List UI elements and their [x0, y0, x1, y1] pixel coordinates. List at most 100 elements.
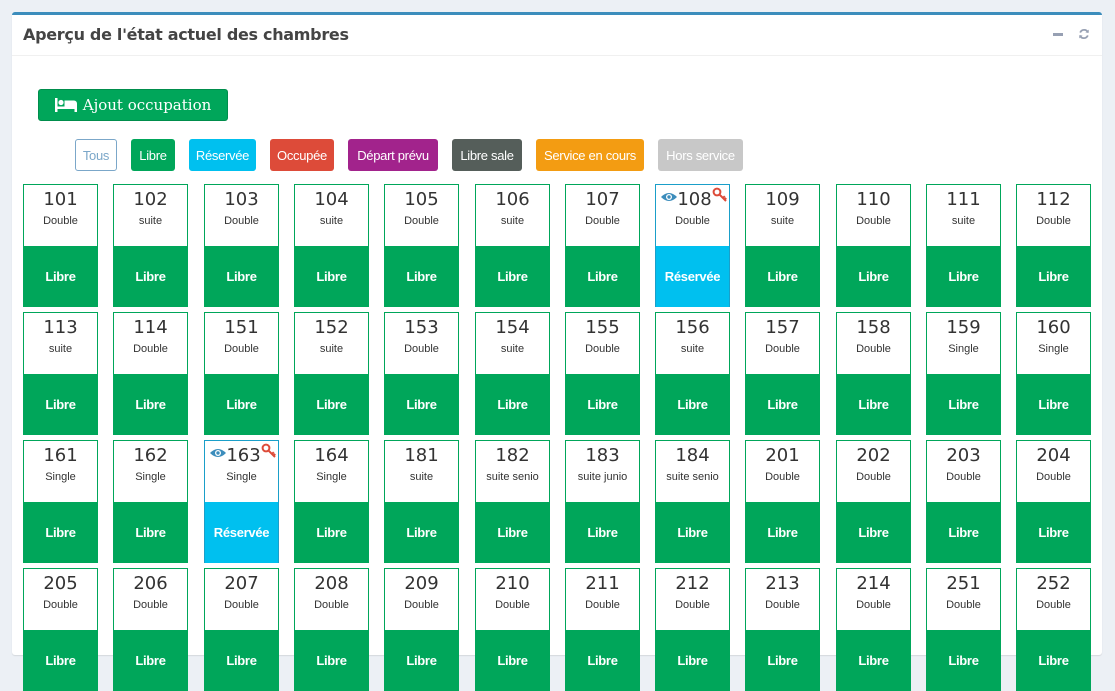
- room-card[interactable]: 155 Double Libre: [565, 312, 640, 435]
- room-card[interactable]: 211 Double Libre: [565, 568, 640, 691]
- room-card[interactable]: 251 Double Libre: [926, 568, 1001, 691]
- room-number: 114: [133, 317, 168, 338]
- room-type: Double: [404, 343, 439, 355]
- room-type: Single: [316, 471, 347, 483]
- room-number: 203: [946, 445, 981, 466]
- filter-tous-button[interactable]: Tous: [75, 139, 117, 171]
- filter-reservee-button[interactable]: Réservée: [189, 139, 256, 171]
- room-card[interactable]: 162 Single Libre: [113, 440, 188, 563]
- room-card[interactable]: 252 Double Libre: [1016, 568, 1091, 691]
- room-card[interactable]: 202 Double Libre: [836, 440, 911, 563]
- room-card[interactable]: 158 Double Libre: [836, 312, 911, 435]
- room-number: 104: [314, 189, 349, 210]
- room-card[interactable]: 210 Double Libre: [475, 568, 550, 691]
- eye-icon[interactable]: [209, 447, 227, 459]
- room-status: Libre: [24, 374, 97, 435]
- room-card[interactable]: 205 Double Libre: [23, 568, 98, 691]
- room-status: Libre: [295, 374, 368, 435]
- room-status: Libre: [1017, 630, 1090, 691]
- room-card[interactable]: 114 Double Libre: [113, 312, 188, 435]
- room-card[interactable]: 181 suite Libre: [384, 440, 459, 563]
- room-number: 107: [585, 189, 620, 210]
- panel-header: Aperçu de l'état actuel des chambres: [12, 15, 1102, 56]
- room-card[interactable]: 213 Double Libre: [745, 568, 820, 691]
- room-card[interactable]: 107 Double Libre: [565, 184, 640, 307]
- filter-occupee-button[interactable]: Occupée: [270, 139, 334, 171]
- room-card[interactable]: 184 suite senio Libre: [655, 440, 730, 563]
- room-type: Double: [133, 599, 168, 611]
- room-number: 109: [765, 189, 800, 210]
- filter-depart-button[interactable]: Départ prévu: [348, 139, 438, 171]
- room-card[interactable]: 207 Double Libre: [204, 568, 279, 691]
- room-card[interactable]: 109 suite Libre: [745, 184, 820, 307]
- room-card[interactable]: 151 Double Libre: [204, 312, 279, 435]
- room-card[interactable]: 153 Double Libre: [384, 312, 459, 435]
- room-type: suite: [500, 215, 525, 227]
- room-status: Libre: [746, 374, 819, 435]
- room-card[interactable]: 161 Single Libre: [23, 440, 98, 563]
- room-card[interactable]: 159 Single Libre: [926, 312, 1001, 435]
- room-card[interactable]: 111 suite Libre: [926, 184, 1001, 307]
- room-card[interactable]: 110 Double Libre: [836, 184, 911, 307]
- room-card[interactable]: 157 Double Libre: [745, 312, 820, 435]
- room-card[interactable]: 214 Double Libre: [836, 568, 911, 691]
- room-status: Libre: [927, 502, 1000, 563]
- room-status: Libre: [927, 374, 1000, 435]
- room-card[interactable]: 212 Double Libre: [655, 568, 730, 691]
- room-number: 105: [404, 189, 439, 210]
- room-card[interactable]: 209 Double Libre: [384, 568, 459, 691]
- room-type: Double: [1036, 215, 1071, 227]
- room-card[interactable]: 183 suite junio Libre: [565, 440, 640, 563]
- room-card[interactable]: 203 Double Libre: [926, 440, 1001, 563]
- room-card[interactable]: 204 Double Libre: [1016, 440, 1091, 563]
- room-type: suite: [138, 215, 163, 227]
- room-card[interactable]: 152 suite Libre: [294, 312, 369, 435]
- room-status: Libre: [746, 502, 819, 563]
- rooms-overview-panel: Aperçu de l'état actuel des chambres: [12, 12, 1102, 691]
- room-card[interactable]: 106 suite Libre: [475, 184, 550, 307]
- room-number: 183: [585, 445, 620, 466]
- room-card[interactable]: 160 Single Libre: [1016, 312, 1091, 435]
- room-card[interactable]: 206 Double Libre: [113, 568, 188, 691]
- room-card[interactable]: 108 Double Réservée: [655, 184, 730, 307]
- filter-libre_sale-button[interactable]: Libre sale: [452, 139, 522, 171]
- panel-title: Aperçu de l'état actuel des chambres: [23, 25, 349, 44]
- key-icon[interactable]: [261, 443, 277, 459]
- room-card[interactable]: 163 Single Réservée: [204, 440, 279, 563]
- filter-libre-button[interactable]: Libre: [131, 139, 175, 171]
- room-card[interactable]: 102 suite Libre: [113, 184, 188, 307]
- room-card[interactable]: 103 Double Libre: [204, 184, 279, 307]
- room-number: 113: [43, 317, 78, 338]
- room-type: Single: [948, 343, 979, 355]
- room-number: 214: [856, 573, 891, 594]
- room-card[interactable]: 105 Double Libre: [384, 184, 459, 307]
- room-type: suite: [500, 343, 525, 355]
- room-card[interactable]: 182 suite senio Libre: [475, 440, 550, 563]
- room-number: 102: [133, 189, 168, 210]
- room-type: Double: [675, 215, 710, 227]
- room-type: suite senio: [666, 471, 719, 483]
- room-card[interactable]: 112 Double Libre: [1016, 184, 1091, 307]
- room-status: Libre: [114, 246, 187, 307]
- room-type: suite: [409, 471, 434, 483]
- key-icon[interactable]: [712, 187, 728, 203]
- room-card[interactable]: 208 Double Libre: [294, 568, 369, 691]
- eye-icon[interactable]: [660, 191, 678, 203]
- room-card[interactable]: 156 suite Libre: [655, 312, 730, 435]
- room-card[interactable]: 113 suite Libre: [23, 312, 98, 435]
- collapse-button[interactable]: [1052, 27, 1064, 41]
- room-type: Double: [224, 343, 259, 355]
- room-number: 206: [133, 573, 168, 594]
- room-card[interactable]: 104 suite Libre: [294, 184, 369, 307]
- room-type: Single: [135, 471, 166, 483]
- room-card[interactable]: 101 Double Libre: [23, 184, 98, 307]
- room-card[interactable]: 154 suite Libre: [475, 312, 550, 435]
- refresh-button[interactable]: [1078, 27, 1090, 41]
- filter-service-button[interactable]: Service en cours: [536, 139, 644, 171]
- add-occupation-button[interactable]: Ajout occupation: [38, 89, 228, 121]
- room-type: suite: [951, 215, 976, 227]
- filter-hors_service-button[interactable]: Hors service: [658, 139, 743, 171]
- room-status: Libre: [837, 630, 910, 691]
- room-card[interactable]: 201 Double Libre: [745, 440, 820, 563]
- room-card[interactable]: 164 Single Libre: [294, 440, 369, 563]
